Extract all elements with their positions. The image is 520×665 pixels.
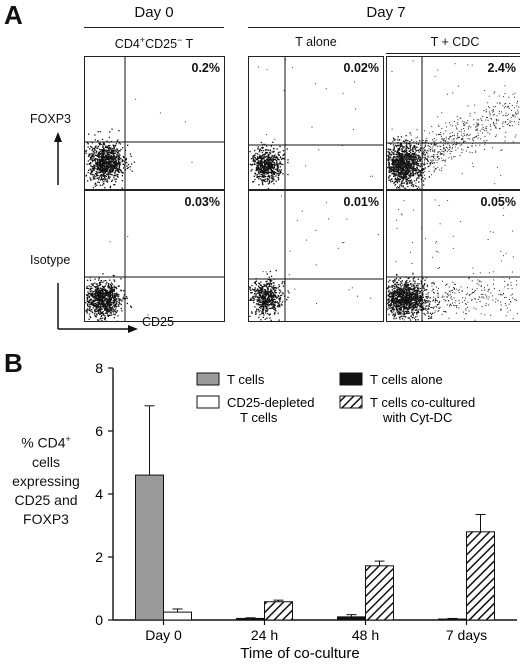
y-tick-label: 4 — [95, 486, 103, 502]
ylabel-line-2: cells — [31, 453, 60, 470]
col1-text-t: T — [182, 37, 194, 52]
ylabel-line-1: % CD4+ — [6, 430, 86, 453]
percent-r2c3: 0.05% — [480, 195, 516, 209]
percent-r2c1: 0.03% — [184, 195, 220, 209]
col-header-t-cdc: T + CDC — [430, 35, 480, 49]
fp5-dots — [249, 195, 379, 321]
legend-label-cocultured-2: with Cyt-DC — [382, 410, 452, 425]
percent-r1c1: 0.2% — [191, 61, 221, 75]
bar-t-cells-alone-1 — [236, 617, 265, 621]
col1-sup-minus: − — [177, 35, 183, 45]
x-tick-label: 48 h — [352, 627, 379, 643]
y-tick-label: 2 — [95, 549, 103, 565]
flow-plot-talone-isotype-svg — [249, 191, 383, 321]
legend: T cells CD25-depleted T cells T cells al… — [196, 372, 475, 425]
percent-r1c3: 2.4% — [487, 61, 517, 75]
flow-plot-tcdc-foxp3-svg — [387, 57, 520, 189]
day0-underline — [84, 27, 224, 28]
legend-label-t-cells: T cells — [227, 372, 265, 387]
col1-text-cd25: CD25 — [145, 37, 178, 52]
flow-plot-tcdc-isotype: 0.05% — [386, 190, 520, 322]
col1-sup-plus: + — [139, 35, 146, 45]
flow-plot-tcdc-foxp3: 2.4% — [386, 56, 520, 190]
x-tick-label: 7 days — [446, 627, 487, 643]
flow-plot-tcdc-isotype-svg — [387, 191, 520, 321]
col3-underline — [386, 53, 520, 54]
y-tick-label: 8 — [95, 360, 103, 376]
chart-axes: 0 2 4 6 8 Day 0 24 h 48 h 7 days — [95, 360, 517, 643]
panel-b-letter: B — [4, 348, 23, 378]
y-tick-label: 0 — [95, 612, 103, 628]
bar-t-cells-alone-3 — [438, 618, 467, 621]
ylabel-line-4: CD25 and — [14, 491, 78, 508]
bar-t-cells-0 — [135, 474, 164, 621]
flow-plot-day0-isotype-svg — [85, 191, 224, 321]
fp3-dots — [387, 60, 520, 189]
ylabel-line-1-text: % CD4 — [21, 434, 66, 451]
isotype-label: Isotype — [30, 253, 71, 267]
legend-label-cd25-depleted-2: T cells — [240, 410, 278, 425]
fp6-dots — [387, 193, 518, 321]
y-tick-label: 6 — [95, 423, 103, 439]
col-header-cd4cd25: CD4+CD25− T — [84, 35, 224, 51]
flow-plot-day0-isotype: 0.03% — [84, 190, 225, 322]
fp2-dots — [249, 59, 374, 189]
col1-text-cd4: CD4 — [114, 37, 140, 52]
legend-label-cd25-depleted-1: CD25-depleted — [227, 395, 314, 410]
legend-swatch-cd25-depleted — [196, 395, 220, 409]
y-axis-label: % CD4+ cells expressing CD25 and FOXP3 — [6, 430, 86, 529]
cd25-label: CD25 — [142, 315, 174, 329]
percent-r2c2: 0.01% — [343, 195, 379, 209]
ylabel-line-5: FOXP3 — [23, 510, 69, 527]
bar-t-cells-co-cultured-with-cyt-dc-3 — [466, 531, 495, 621]
flow-plot-talone-foxp3: 0.02% — [248, 56, 384, 190]
col-header-t-alone: T alone — [295, 35, 337, 49]
flow-plot-day0-foxp3-svg — [85, 57, 224, 189]
panel-a-axis-arrows — [54, 132, 138, 333]
fp4-dots — [85, 236, 149, 321]
bar-chart: 0 2 4 6 8 Day 0 24 h 48 h 7 days T cells CD25-de… — [95, 360, 517, 662]
legend-label-t-alone: T cells alone — [370, 372, 443, 387]
chart-bars — [135, 405, 495, 621]
legend-swatch-t-cells — [196, 372, 220, 386]
legend-swatch-t-alone — [339, 372, 363, 386]
ylabel-line-3: expressing — [12, 472, 80, 489]
flow-plot-talone-foxp3-svg — [249, 57, 383, 189]
day0-header: Day 0 — [134, 4, 174, 21]
bar-t-cells-co-cultured-with-cyt-dc-1 — [264, 601, 293, 621]
x-tick-label: Day 0 — [145, 627, 182, 643]
flow-plot-day0-foxp3: 0.2% — [84, 56, 225, 190]
bar-cd25-depleted-t-cells-0 — [163, 611, 192, 621]
legend-label-cocultured-1: T cells co-cultured — [370, 395, 475, 410]
flow-plot-talone-isotype: 0.01% — [248, 190, 384, 322]
foxp3-label: FOXP3 — [30, 112, 71, 126]
cd25-arrow — [57, 283, 138, 333]
panel-a-letter: A — [4, 0, 23, 30]
foxp3-arrow — [54, 132, 62, 185]
percent-r1c2: 0.02% — [343, 61, 379, 75]
day7-header: Day 7 — [366, 4, 406, 21]
bar-t-cells-alone-2 — [337, 616, 366, 621]
x-tick-label: 24 h — [251, 627, 278, 643]
legend-swatch-cocultured — [339, 395, 363, 409]
x-axis-title: Time of co-culture — [240, 645, 359, 662]
day7-underline — [248, 27, 520, 28]
bar-t-cells-co-cultured-with-cyt-dc-2 — [365, 565, 394, 621]
ylabel-sup: + — [65, 434, 71, 444]
